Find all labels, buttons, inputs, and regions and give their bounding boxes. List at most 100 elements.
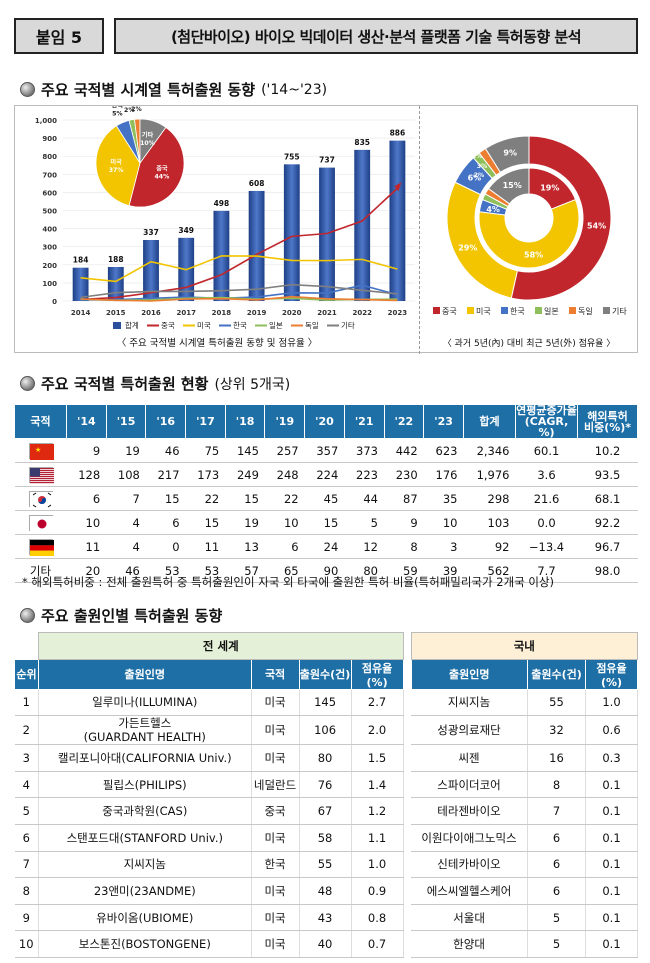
legend-label: 독일 [305,321,319,330]
table-cell: 53 [185,558,226,583]
table-cell: 지씨지놈 [38,851,252,879]
column-header: 국적 [14,404,67,439]
table-cell: 90 [304,558,345,583]
bar-value-label: 835 [354,138,370,147]
table-cell: 93.5 [577,462,638,487]
bullet-icon [20,82,35,97]
chart-panel: 0 100 200 300 400 500 600 700 800 900 1,000 184 188 3… [14,105,638,354]
x-tick-label: 2017 [176,309,196,317]
section1-heading: 주요 국적별 시계열 특허출원 동향 ('14~'23) [20,79,327,100]
table-row: 8 23앤미(23ANDME) 미국 48 0.9 에스씨엘헬스케어 6 0.1 [14,877,638,905]
table-cell: 55 [527,689,586,717]
table-cell: 0.1 [585,930,638,958]
bar-total [319,167,335,301]
table-cell: 미국 [251,715,300,746]
table-cell: 10 [423,510,464,535]
pie-label: 44% [154,173,169,180]
table-cell: 7 [14,851,39,879]
table-cell: 7 [527,797,586,825]
country-cell: ★ [14,438,67,463]
table-cell: 테라젠바이오 [411,797,529,825]
legend-label: 미국 [476,307,491,316]
table-row: 128 108 217 173 249 248 224 223 230 176 1,976 3.6 93… [14,462,638,487]
table-cell: 60.1 [515,438,578,463]
table-cell: 1.4 [351,771,404,799]
table-cell: 0.1 [585,824,638,852]
column-header: 출원인명 [38,658,252,690]
section1-title: 주요 국적별 시계열 특허출원 동향 [41,81,256,99]
table-cell: 442 [384,438,424,463]
donut-label: 6% [468,174,482,183]
germany-flag-icon [28,538,54,556]
section2-heading: 주요 국적별 특허출원 현황 (상위 5개국) [20,373,290,394]
x-tick-label: 2023 [388,309,408,317]
table-cell: 76 [299,771,352,799]
table-row: ★ 9 19 46 75 145 257 357 373 442 623 2,346 60.1 10.2 [14,438,638,463]
table-cell: −13.4 [515,534,578,559]
table-cell: 7 [106,486,146,511]
table-cell: 6 [527,824,586,852]
table-cell: 16 [527,744,586,772]
column-header: 출원수(건) [527,658,586,690]
table-cell: 35 [423,486,464,511]
trend-arrow [394,182,402,192]
table-cell: 1,976 [463,462,516,487]
column-header: '18 [224,404,266,439]
usa-flag-icon [28,466,54,484]
column-header: '14 [66,404,107,439]
table-cell: 248 [264,462,305,487]
column-header: '21 [343,404,385,439]
column-header: '19 [264,404,306,439]
section1-subtitle: ('14~'23) [261,81,328,98]
table-cell: 0.7 [351,930,404,958]
table-cell: 68.1 [577,486,638,511]
table-cell: 623 [423,438,464,463]
table-cell: 1.0 [351,851,404,879]
table-cell: 1.2 [351,797,404,825]
svg-text:★: ★ [35,446,41,454]
table-cell: 한국 [251,851,300,879]
donut-label: 4% [486,205,500,214]
table-cell: 55 [299,851,352,879]
document-title: (첨단바이오) 바이오 빅데이터 생산·분석 플랫폼 기술 특허동향 분석 [114,18,638,54]
y-tick-label: 1,000 [35,117,57,125]
table-cell: 92.2 [577,510,638,535]
table-cell: 서울대 [411,904,529,932]
table-cell: 11 [66,534,107,559]
table-cell: 0.9 [351,877,404,905]
appendix-tag: 붙임 5 [14,18,104,54]
doughnut-chart: 54% 29% 6% 9% 19% 58% 4% 15% 1% 2% 3% 2% 중국 미국 한국 일본 독일 기… [433,135,627,349]
table-cell: 13 [225,534,265,559]
table-cell: 0.8 [351,904,404,932]
y-tick-label: 400 [42,226,57,234]
legend-label: 중국 [161,321,175,330]
bar-total [354,149,371,301]
column-header: '22 [383,404,425,439]
table-cell: 2.7 [351,689,404,717]
table-cell: 에스씨엘헬스케어 [411,877,529,905]
table-cell: 성광의료재단 [411,715,529,746]
table-cell: 0.3 [585,744,638,772]
table-cell: 가든트헬스 (GUARDANT HEALTH) [38,715,252,746]
pie-label: 2% [131,106,142,113]
table-cell: 1.5 [351,744,404,772]
legend-label: 기타 [612,307,627,316]
table-cell: 스파이더코어 [411,771,529,799]
x-tick-label: 2019 [247,309,267,317]
column-header: 점유율(%) [350,658,404,690]
bar-total [389,140,406,301]
table-cell: 39 [423,558,464,583]
y-tick-label: 800 [42,153,57,161]
legend-label: 한국 [510,307,525,316]
table-cell: 19 [225,510,265,535]
legend-label: 중국 [442,307,457,316]
table-cell: 32 [527,715,586,746]
table-cell: 23앤미(23ANDME) [38,877,252,905]
donut-label: 15% [503,181,522,190]
bar-value-label: 184 [73,256,89,265]
table-cell: 4 [106,510,146,535]
table-cell: 15 [185,510,226,535]
group-world: 전 세계 [38,632,404,660]
table-cell: 48 [299,877,352,905]
table-cell: 유바이옴(UBIOME) [38,904,252,932]
